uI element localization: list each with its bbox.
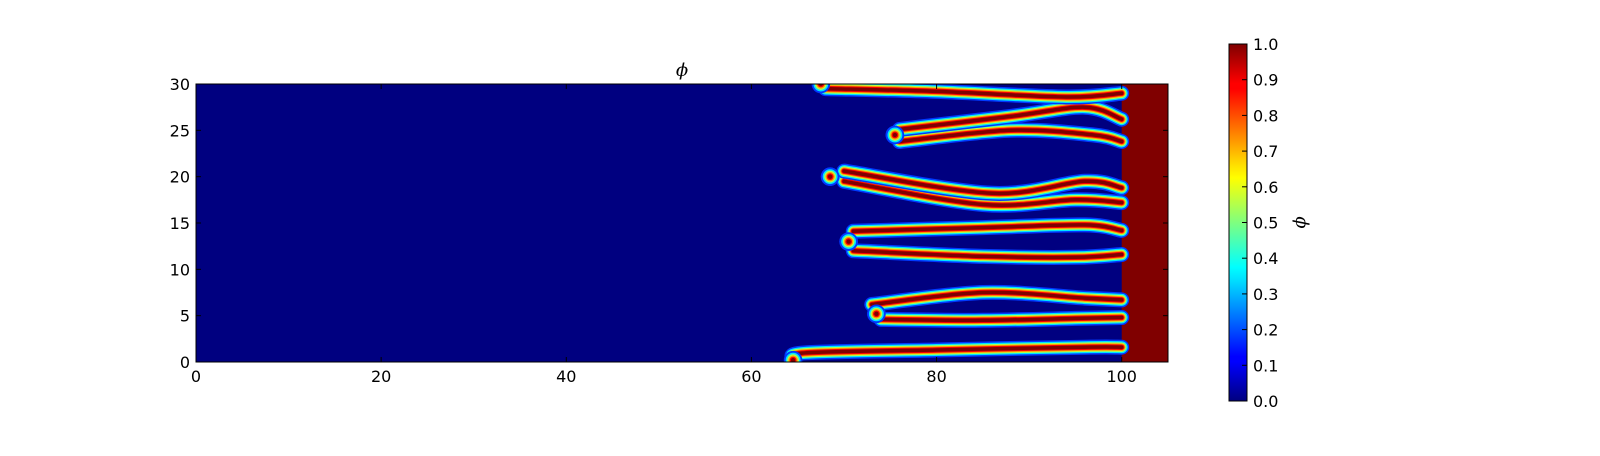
colorbar-ticks: 0.0 0.1 0.2 0.3 0.4 0.5 0.6 0.7 0.8 0.9 1.0 <box>1242 35 1278 411</box>
phase-finger <box>783 339 1130 362</box>
y-tick-label: 30 <box>170 75 190 94</box>
y-axis: 0 5 10 15 20 25 30 <box>170 75 1168 372</box>
y-tick-label: 5 <box>180 307 190 326</box>
colorbar: 0.0 0.1 0.2 0.3 0.4 0.5 0.6 0.7 0.8 0.9 1.0 ϕ <box>1228 35 1312 411</box>
colorbar-tick-label: 0.9 <box>1253 71 1278 90</box>
colorbar-tick-label: 0.2 <box>1253 321 1278 340</box>
x-tick-label: 0 <box>191 367 201 386</box>
phase-finger <box>885 99 1130 145</box>
colorbar-tick-label: 0.5 <box>1253 214 1278 233</box>
y-tick-label: 20 <box>170 168 190 187</box>
heatmap-plot <box>195 83 1169 363</box>
x-tick-label: 100 <box>1106 367 1137 386</box>
chart-title: ϕ <box>676 60 688 81</box>
colorbar-tick-label: 0.3 <box>1253 285 1278 304</box>
x-tick-label: 20 <box>371 367 391 386</box>
y-tick-label: 25 <box>170 121 190 140</box>
y-tick-label: 0 <box>180 353 190 372</box>
y-tick-label: 10 <box>170 260 190 279</box>
colorbar-tick-label: 0.6 <box>1253 178 1278 197</box>
colorbar-label: ϕ <box>1291 216 1312 228</box>
x-tick-label: 60 <box>741 367 761 386</box>
phase-field <box>783 84 1168 362</box>
x-tick-label: 40 <box>556 367 576 386</box>
phase-finger <box>864 284 1130 324</box>
y-tick-label: 15 <box>170 214 190 233</box>
high-phase-region <box>1121 84 1168 362</box>
phase-finger <box>839 217 1130 251</box>
colorbar-tick-label: 0.7 <box>1253 142 1278 161</box>
colorbar-tick-label: 0.0 <box>1253 392 1278 411</box>
x-axis: 0 20 40 60 80 100 <box>191 84 1137 386</box>
colorbar-tick-label: 1.0 <box>1253 35 1278 54</box>
colorbar-tick-label: 0.8 <box>1253 106 1278 125</box>
x-tick-label: 80 <box>926 367 946 386</box>
colorbar-tick-label: 0.1 <box>1253 356 1278 375</box>
colorbar-tick-label: 0.4 <box>1253 249 1278 268</box>
phase-finger <box>885 122 1130 149</box>
phase-finger <box>811 84 1130 105</box>
phase-finger <box>820 163 1130 201</box>
